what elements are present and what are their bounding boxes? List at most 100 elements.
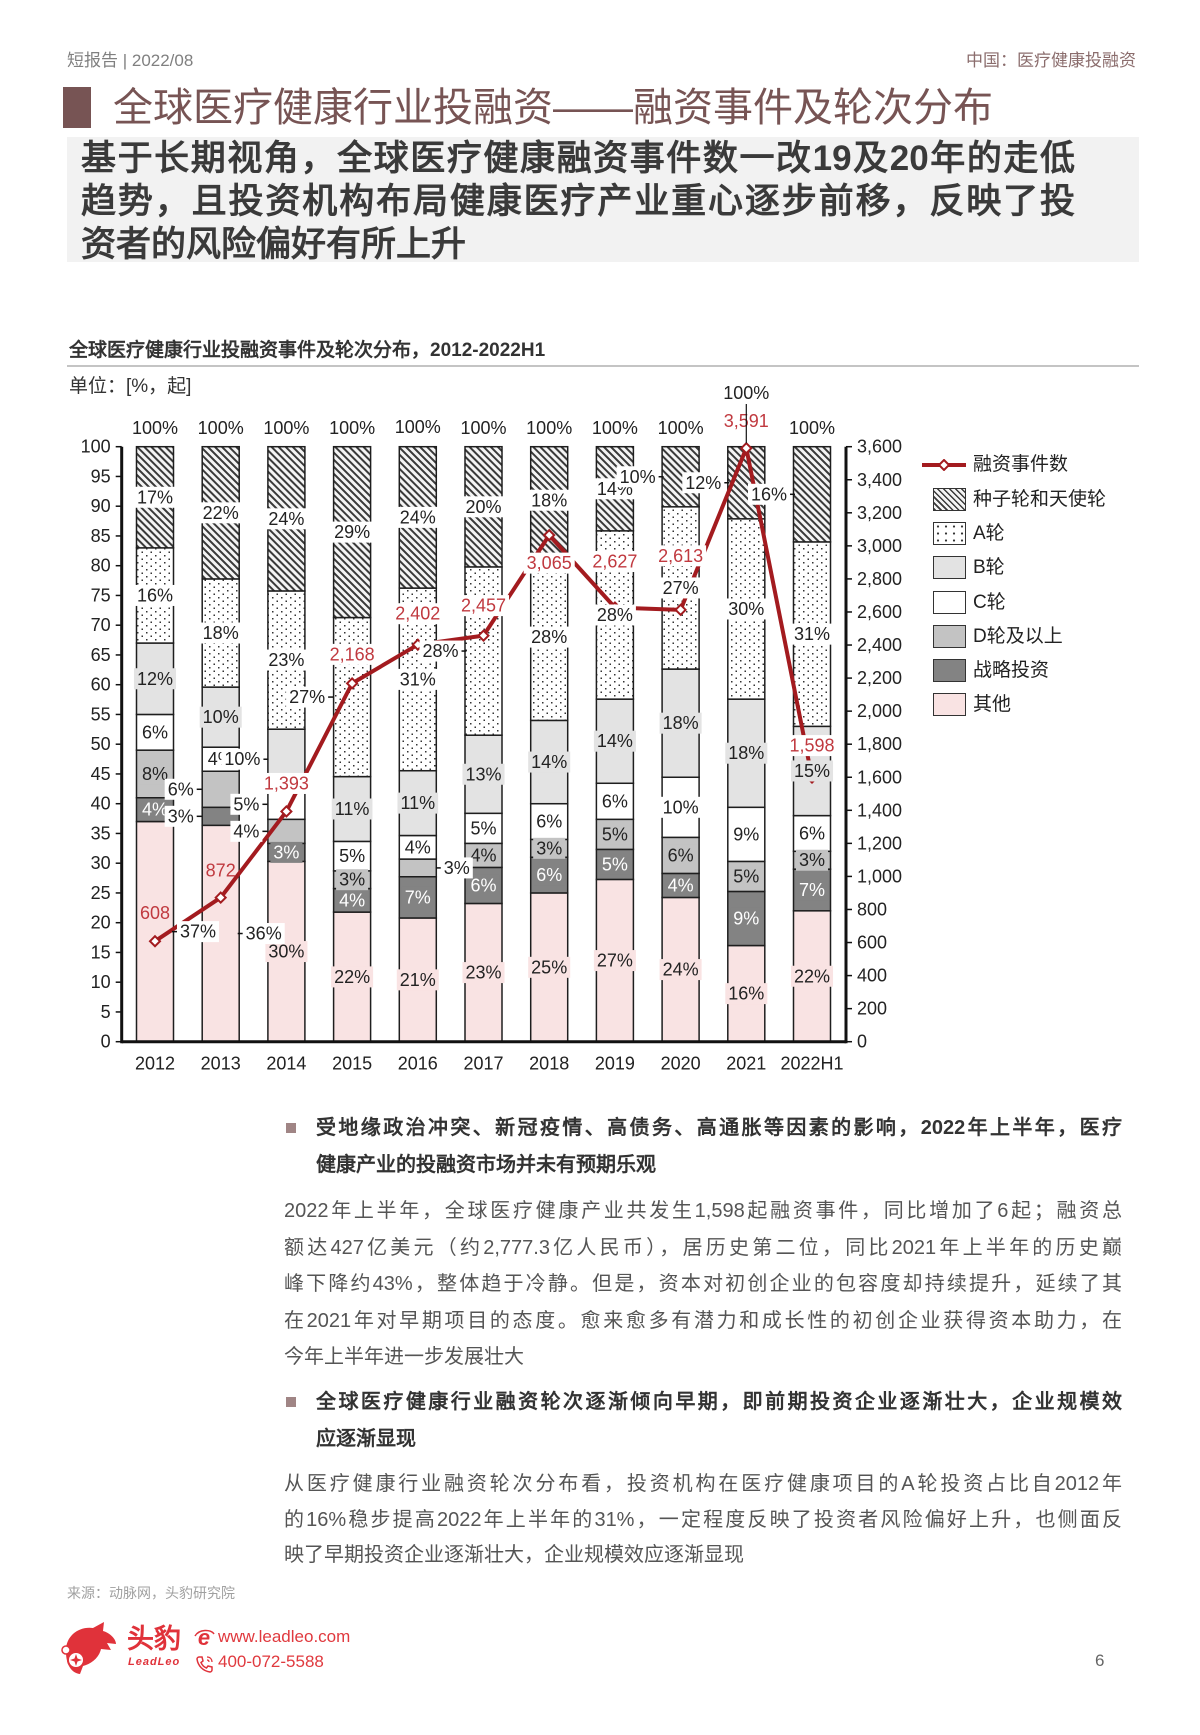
segment-label: 31% — [790, 623, 834, 645]
page-title: 全球医疗健康行业投融资——融资事件及轮次分布 — [113, 86, 993, 130]
y-axis-tick-label: 25 — [91, 883, 111, 903]
svg-text:18%: 18% — [663, 713, 699, 733]
segment-label: 16% — [725, 983, 768, 1005]
segment-label: 30% — [265, 941, 308, 963]
svg-text:7%: 7% — [405, 887, 431, 907]
section-heading: 全球医疗健康行业融资轮次逐渐倾向早期，即前期投资企业逐渐壮大，企业规模效 应逐渐… — [316, 1384, 1122, 1457]
segment-label: 22% — [331, 966, 374, 988]
bar-segment-d_plus — [267, 818, 306, 845]
legend-label: C轮 — [973, 592, 1006, 613]
svg-text:11%: 11% — [400, 793, 435, 813]
segment-label: 11% — [331, 798, 373, 820]
svg-text:8%: 8% — [142, 764, 168, 784]
callout-label: 12% — [682, 472, 725, 494]
total-label: 100% — [723, 383, 769, 403]
svg-text:3%: 3% — [273, 842, 299, 862]
line-marker-diamond-icon — [542, 528, 556, 542]
svg-text:10%: 10% — [663, 797, 699, 817]
svg-text:5%: 5% — [233, 794, 259, 814]
y2-axis-tick-label: 800 — [857, 899, 887, 919]
paragraph-line: 2022年上半年，全球医疗健康产业共发生1,598起融资事件，同比增加了6起；融… — [284, 1200, 1122, 1222]
paragraph-line: 从医疗健康行业融资轮次分布看，投资机构在医疗健康项目的A轮投资占比自2012年 — [284, 1473, 1122, 1495]
segment-label: 27% — [593, 950, 636, 972]
event-count-label: 3,065 — [523, 552, 575, 574]
y-axis-tick-label: 75 — [91, 585, 111, 605]
svg-text:3%: 3% — [536, 838, 562, 858]
y-axis-tick-label: 20 — [91, 913, 111, 933]
segment-label: 18% — [725, 742, 768, 764]
line-marker-diamond-icon — [739, 441, 753, 455]
event-count-labels: 608 872 1,393 2,168 2,402 2,457 3,065 2,627 2,61… — [140, 410, 838, 923]
svg-text:30%: 30% — [268, 942, 304, 962]
y2-axis-tick-label: 2,200 — [857, 668, 902, 688]
section-heading: 受地缘政治冲突、新冠疫情、高债务、高通胀等因素的影响，2022年上半年，医疗 健… — [316, 1110, 1122, 1183]
svg-text:2,627: 2,627 — [592, 552, 637, 572]
total-label: 100% — [789, 418, 835, 438]
segment-label: 7% — [401, 886, 434, 908]
line-diamond-icon — [922, 459, 966, 471]
svg-text:100%: 100% — [592, 418, 638, 438]
segment-label: 31% — [396, 668, 439, 690]
segment-label: 17% — [133, 486, 177, 508]
y2-axis-tick-label: 400 — [857, 966, 887, 986]
key-message-line: 趋势，且投资机构布局健康医疗产业重心逐步前移，反映了投 — [81, 182, 1075, 221]
y-axis-tick-label: 55 — [91, 704, 111, 724]
paragraph-line: 映了早期投资企业逐渐壮大，企业规模效应逐渐显现 — [284, 1544, 744, 1566]
event-count-label: 1,598 — [786, 735, 838, 757]
svg-text:4%: 4% — [405, 837, 431, 857]
section-paragraph: 从医疗健康行业融资轮次分布看，投资机构在医疗健康项目的A轮投资占比自2012年 … — [284, 1467, 1122, 1574]
svg-text:22%: 22% — [334, 967, 370, 987]
legend-label: 融资事件数 — [973, 454, 1069, 475]
website-text: www.leadleo.com — [218, 1627, 351, 1646]
svg-text:25%: 25% — [531, 957, 567, 977]
event-count-label: 2,402 — [392, 603, 444, 625]
segment-label: 6% — [795, 822, 829, 844]
bar-2020 — [661, 445, 700, 1043]
svg-text:23%: 23% — [268, 650, 304, 670]
legend-label: B轮 — [973, 557, 1005, 578]
y-axis-tick-label: 15 — [91, 942, 111, 962]
svg-text:29%: 29% — [334, 522, 370, 542]
svg-text:18%: 18% — [531, 490, 567, 510]
callout-label: 16% — [747, 483, 791, 505]
svg-text:30%: 30% — [728, 599, 764, 619]
color-swatch-icon — [933, 625, 966, 648]
segment-label: 4% — [336, 889, 369, 911]
section-heading-line: 全球医疗健康行业融资轮次逐渐倾向早期，即前期投资企业逐渐壮大，企业规模效 — [316, 1391, 1122, 1413]
total-label: 100% — [592, 418, 638, 438]
svg-text:11%: 11% — [335, 799, 370, 819]
svg-text:4%: 4% — [339, 890, 365, 910]
total-label: 100% — [132, 418, 178, 438]
event-count-label: 1,393 — [260, 772, 312, 794]
svg-text:28%: 28% — [597, 605, 633, 625]
y-axis-tick-label: 95 — [91, 466, 111, 486]
svg-text:5%: 5% — [733, 866, 759, 886]
y2-axis-tick-label: 1,000 — [857, 866, 902, 886]
y-axis-tick-label: 70 — [91, 615, 111, 635]
y2-axis-tick-label: 2,000 — [857, 701, 902, 721]
y-axis-tick-label: 50 — [91, 734, 111, 754]
y2-axis-tick-label: 2,800 — [857, 569, 902, 589]
svg-text:5%: 5% — [602, 824, 628, 844]
y-axis-tick-label: 100 — [81, 437, 111, 457]
svg-text:6%: 6% — [168, 779, 194, 799]
y2-axis-tick-label: 2,400 — [857, 635, 902, 655]
section-heading-line: 健康产业的投融资市场并未有预期乐观 — [316, 1153, 656, 1176]
svg-text:18%: 18% — [728, 743, 764, 763]
segment-label: 4% — [138, 799, 172, 821]
segment-label: 9% — [730, 907, 763, 929]
svg-text:1,393: 1,393 — [264, 773, 309, 793]
line-marker-diamond-icon — [345, 676, 359, 690]
y-axis-tick-label: 85 — [91, 526, 111, 546]
callout-labels: 37% 36%6%3%10%5%4%27%3%28%10% 12%16% — [164, 466, 796, 945]
svg-text:16%: 16% — [137, 585, 173, 605]
segment-label: 25% — [528, 956, 571, 978]
brand-name-cn: 头豹 — [127, 1624, 181, 1654]
paragraph-line: 今年上半年进一步发展壮大 — [284, 1346, 524, 1368]
svg-text:21%: 21% — [400, 970, 436, 990]
svg-text:4%: 4% — [470, 845, 496, 865]
svg-text:24%: 24% — [663, 960, 699, 980]
svg-text:e: e — [198, 1628, 210, 1650]
svg-text:22%: 22% — [203, 503, 239, 523]
